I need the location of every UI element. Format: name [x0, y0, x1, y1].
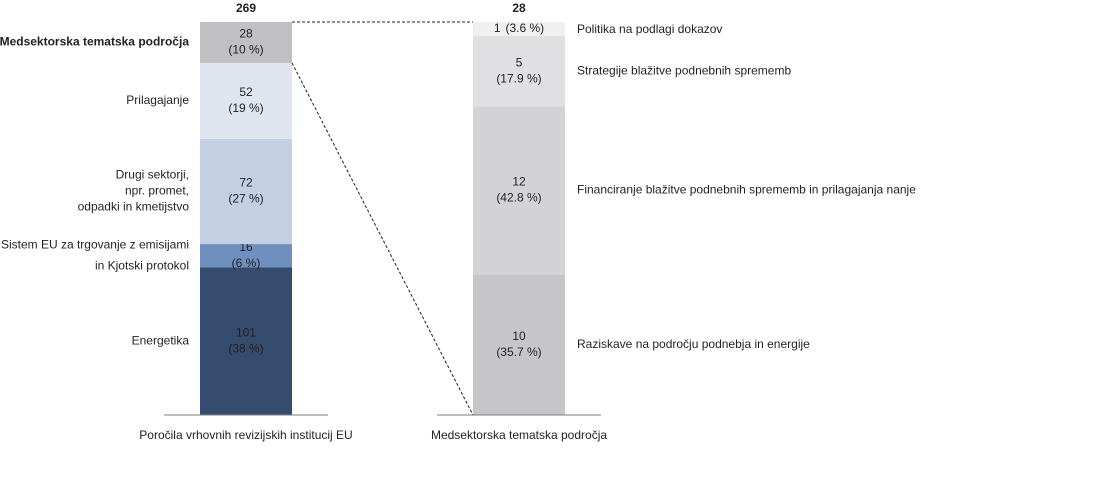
x-label: Medsektorska tematska področja	[431, 428, 607, 442]
segment-label: Energetika	[132, 333, 190, 347]
bar-segment	[200, 244, 292, 268]
segment-label: Financiranje blažitve podnebnih sprememb…	[577, 183, 916, 197]
value-label: 10	[512, 329, 526, 343]
share-label: (27 %)	[228, 192, 263, 206]
share-label: (35.7 %)	[496, 345, 541, 359]
segment-label: Drugi sektorji,	[116, 168, 189, 182]
segment-label: odpadki in kmetijstvo	[78, 200, 190, 214]
share-label: (10 %)	[228, 43, 263, 57]
value-label: 101	[236, 325, 256, 339]
bar-segment	[473, 36, 565, 107]
segment-value: 1 (3.6 %)	[494, 21, 544, 35]
bar-segment	[473, 106, 565, 275]
segment-label: npr. promet,	[125, 184, 189, 198]
share-label: (17.9 %)	[496, 71, 541, 85]
segment-label: Politika na podlagi dokazov	[577, 22, 722, 36]
bar-total: 28	[512, 1, 526, 15]
value-label: 72	[239, 176, 253, 190]
segment-label: Strategije blažitve podnebnih sprememb	[577, 63, 791, 77]
share-label: (38 %)	[228, 341, 263, 355]
value-label: 12	[512, 175, 526, 189]
connector	[291, 62, 474, 416]
segment-label: in Kjotski protokol	[95, 258, 189, 272]
value-label: 28	[239, 27, 253, 41]
bar-segment	[473, 22, 565, 37]
share-label: (3.6 %)	[506, 21, 545, 35]
share-label: (19 %)	[228, 101, 263, 115]
x-label: Poročila vrhovnih revizijskih institucij…	[139, 428, 352, 442]
segment-label: Prilagajanje	[126, 93, 189, 107]
segment-label: Raziskave na področju podnebja in energi…	[577, 337, 810, 351]
bar-segment	[200, 62, 292, 139]
bar-segment	[200, 22, 292, 63]
share-label: (42.8 %)	[496, 191, 541, 205]
value-label: 52	[239, 85, 253, 99]
value-label: 1	[494, 21, 501, 35]
segment-label: Medsektorska tematska področja	[0, 35, 189, 49]
bar-segment	[473, 274, 565, 415]
bar-segment	[200, 138, 292, 245]
bar-segment	[200, 267, 292, 415]
segment-label: Sistem EU za trgovanje z emisijami	[1, 237, 189, 251]
share-label: (6 %)	[232, 256, 261, 270]
bar-total: 269	[236, 1, 256, 15]
value-label: 5	[516, 55, 523, 69]
